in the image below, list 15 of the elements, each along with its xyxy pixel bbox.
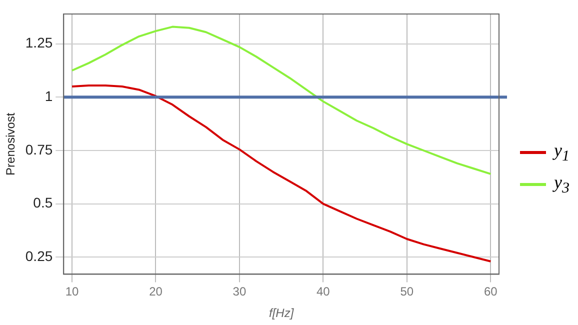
- x-tick-label: 10: [65, 284, 80, 299]
- x-axis-title: f[Hz]: [268, 306, 294, 320]
- x-tick-label: 40: [316, 284, 330, 299]
- x-tick-label: 50: [400, 284, 414, 299]
- y-tick-label: 1: [44, 88, 53, 104]
- y-tick-label: 0.75: [25, 141, 53, 158]
- y-tick-label: 1.25: [25, 34, 53, 51]
- x-tick-label: 60: [484, 284, 498, 299]
- legend-label: y$_{1}$: [554, 140, 570, 166]
- x-tick-label: 30: [232, 284, 246, 299]
- x-tick-label: 20: [149, 284, 163, 299]
- y-tick-label: 0.25: [25, 248, 53, 264]
- y-axis-title: Prenosivost: [4, 112, 18, 176]
- y-tick-label: 0.5: [33, 194, 53, 211]
- legend-label: y$_{3}$: [554, 172, 570, 198]
